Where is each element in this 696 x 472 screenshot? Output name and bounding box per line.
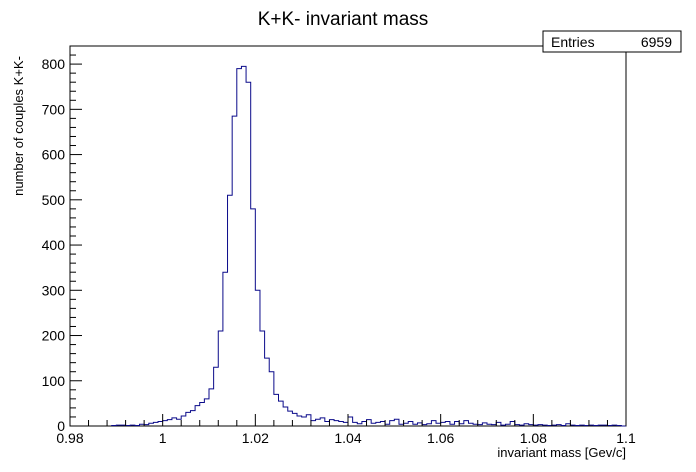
x-axis: 0.98 1 1.02 1.04 1.06 1.08 1.1 — [56, 414, 636, 446]
y-tick-label: 0 — [57, 418, 65, 434]
stats-entries-label: Entries — [551, 34, 595, 50]
x-axis-label: invariant mass [Gev/c] — [497, 445, 626, 460]
stats-entries-value: 6959 — [641, 34, 672, 50]
y-tick-label: 800 — [42, 56, 66, 72]
y-tick-label: 500 — [42, 192, 66, 208]
histogram-series — [111, 65, 626, 427]
y-tick-label: 200 — [42, 328, 66, 344]
y-axis-label: number of couples K+K- — [11, 56, 26, 196]
plot-frame — [69, 45, 627, 427]
y-axis: 0 100 200 300 400 500 600 700 800 — [42, 45, 82, 434]
x-tick-label: 1 — [159, 430, 167, 446]
x-tick-label: 1.06 — [427, 430, 454, 446]
y-tick-label: 700 — [42, 101, 66, 117]
x-tick-label: 1.1 — [616, 430, 636, 446]
stats-box: Entries 6959 — [542, 30, 682, 53]
y-tick-label: 300 — [42, 282, 66, 298]
y-tick-label: 400 — [42, 237, 66, 253]
chart-title: K+K- invariant mass — [258, 9, 429, 30]
x-tick-label: 1.02 — [242, 430, 269, 446]
y-tick-label: 600 — [42, 147, 66, 163]
y-tick-label: 100 — [42, 373, 66, 389]
x-tick-label: 1.08 — [520, 430, 547, 446]
x-tick-label: 1.04 — [334, 430, 361, 446]
stats-box-frame — [542, 30, 682, 53]
x-tick-label: 0.98 — [56, 430, 83, 446]
